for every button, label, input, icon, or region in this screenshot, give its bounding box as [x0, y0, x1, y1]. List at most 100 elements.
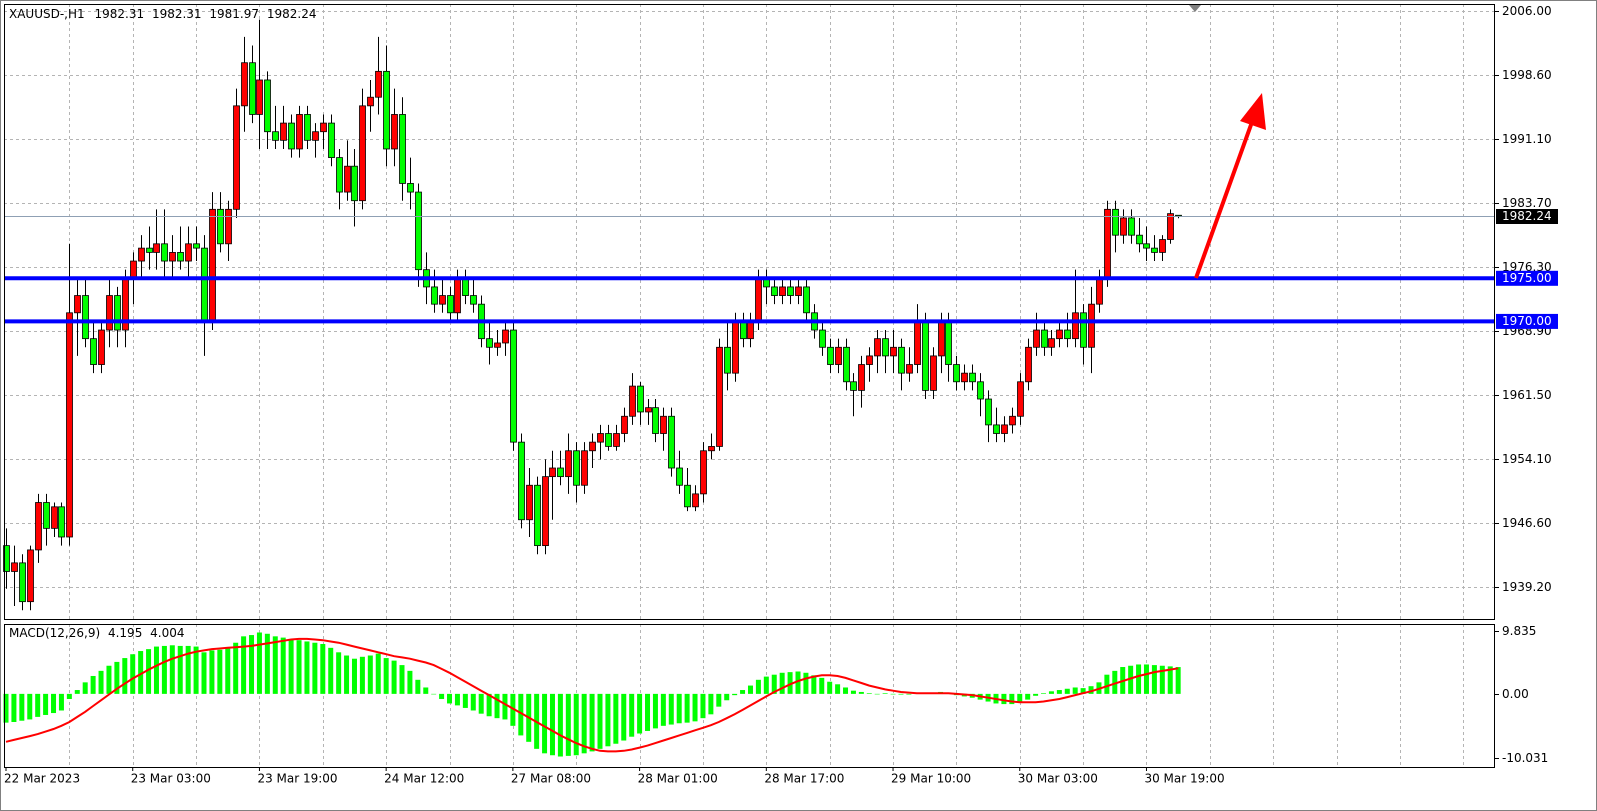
- candle-body: [43, 502, 50, 529]
- candle-body: [906, 364, 913, 374]
- candle-body: [447, 295, 454, 314]
- macd-bar: [122, 658, 128, 694]
- candle-body: [462, 277, 469, 296]
- macd-bar: [700, 693, 706, 719]
- macd-bar: [1048, 691, 1054, 694]
- candle-body: [1041, 329, 1048, 348]
- macd-bar: [1001, 693, 1007, 705]
- macd-bar: [272, 636, 278, 694]
- candle-body: [1017, 381, 1024, 417]
- candle-body: [961, 372, 968, 383]
- macd-bar: [312, 642, 318, 694]
- candle-body: [850, 381, 857, 391]
- chart-header: XAUUSD-,H1 1982.31 1982.31 1981.97 1982.…: [9, 7, 316, 21]
- x-tick-label: 29 Mar 10:00: [891, 772, 971, 786]
- macd-bar: [502, 693, 508, 720]
- candle-body: [486, 338, 493, 348]
- macd-bar: [1072, 687, 1078, 694]
- current-price-box: [1496, 209, 1558, 224]
- candle-body: [344, 165, 351, 193]
- macd-bar: [1009, 693, 1015, 705]
- macd-bar: [819, 677, 825, 694]
- macd-bar: [645, 693, 651, 731]
- candle-body: [304, 114, 311, 141]
- close-value: 1982.24: [267, 7, 317, 21]
- candle-body: [652, 407, 659, 434]
- macd-bar: [906, 693, 912, 695]
- macd-panel-frame: [4, 624, 1495, 768]
- candle-body: [233, 105, 240, 210]
- macd-bar: [58, 693, 64, 711]
- candle-body: [336, 157, 343, 193]
- macd-bar: [169, 645, 175, 694]
- macd-bar: [1112, 670, 1118, 694]
- macd-bar: [676, 693, 682, 724]
- candle-body: [454, 277, 461, 314]
- candle-body: [502, 329, 509, 344]
- macd-bar: [320, 644, 326, 694]
- candle-body: [716, 346, 723, 447]
- candle-body: [320, 122, 327, 133]
- macd-bar: [209, 650, 215, 694]
- macd-bar: [383, 658, 389, 694]
- candle-body: [415, 191, 422, 271]
- macd-bar: [1104, 674, 1110, 694]
- macd-bar: [90, 675, 96, 694]
- y-tick-label: 1954.10: [1502, 452, 1552, 466]
- macd-bar: [494, 693, 500, 719]
- candle-body: [629, 385, 636, 417]
- candle-body: [993, 424, 1000, 434]
- macd-bar: [367, 655, 373, 694]
- candle-body: [272, 131, 279, 141]
- macd-bar: [755, 679, 761, 694]
- y-tick-label: 2006.00: [1502, 4, 1552, 18]
- macd-bar: [1033, 693, 1039, 696]
- candle-body: [953, 364, 960, 383]
- candle-body: [169, 252, 176, 262]
- candle-body: [827, 346, 834, 365]
- macd-bar: [296, 640, 302, 694]
- candle-body: [1136, 234, 1143, 245]
- macd-bar: [193, 646, 199, 694]
- candle-body: [1056, 329, 1063, 340]
- macd-bar: [447, 693, 453, 704]
- x-tick-label: 22 Mar 2023: [4, 772, 80, 786]
- candle-body: [241, 62, 248, 107]
- macd-bar: [811, 675, 817, 694]
- macd-bar: [850, 690, 856, 694]
- candle-body: [1159, 239, 1166, 253]
- macd-bar: [835, 684, 841, 694]
- candle-body: [359, 105, 366, 202]
- macd-bar: [344, 655, 350, 694]
- candle-body: [494, 342, 501, 348]
- signal-value: 4.004: [150, 626, 184, 640]
- open-value: 1982.31: [94, 7, 144, 21]
- macd-value: 4.195: [108, 626, 142, 640]
- candle-body: [740, 321, 747, 340]
- candle-body: [399, 114, 406, 184]
- candle-body: [98, 329, 105, 365]
- candle-body: [1096, 277, 1103, 305]
- macd-bar: [351, 658, 357, 694]
- macd-bar: [35, 693, 41, 717]
- candle-body: [755, 277, 762, 322]
- candle-body: [803, 286, 810, 314]
- macd-bar: [1167, 666, 1173, 694]
- high-value: 1982.31: [152, 7, 202, 21]
- macd-bar: [747, 685, 753, 694]
- candle-body: [621, 415, 628, 434]
- candle-body: [1143, 243, 1150, 249]
- candle-body: [866, 355, 873, 365]
- y-tick-label: 1998.60: [1502, 68, 1552, 82]
- macd-bar: [177, 645, 183, 694]
- macd-bar: [1041, 693, 1047, 694]
- macd-bar: [827, 681, 833, 694]
- x-tick-label: 23 Mar 19:00: [257, 772, 337, 786]
- macd-bar: [542, 693, 548, 754]
- candle-body: [74, 295, 81, 314]
- macd-bar: [470, 693, 476, 711]
- macd-bar: [43, 693, 49, 715]
- candle-body: [708, 446, 715, 452]
- macd-bar: [486, 693, 492, 717]
